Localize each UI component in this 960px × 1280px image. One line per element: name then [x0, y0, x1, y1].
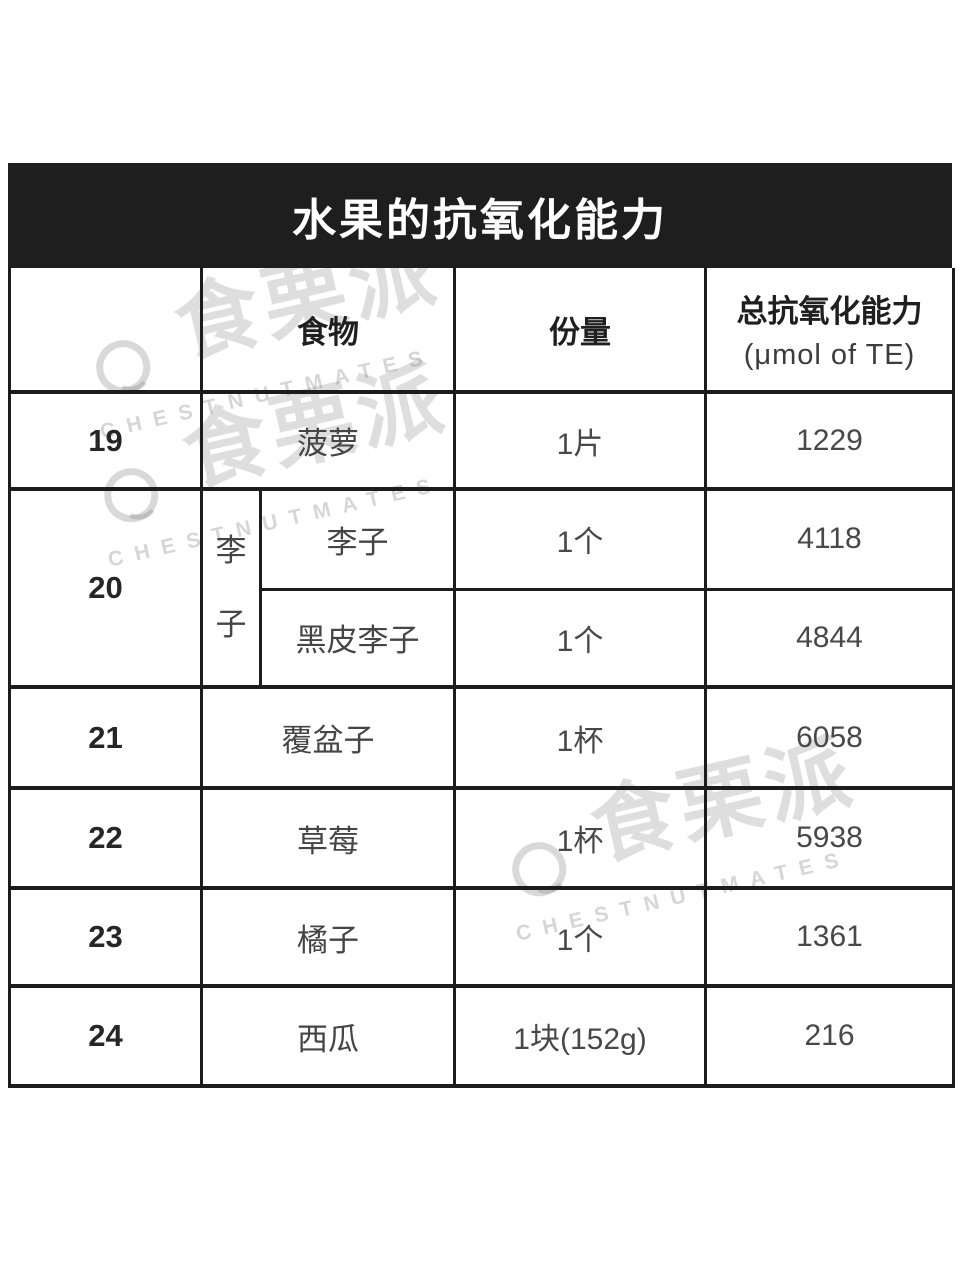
food-group-label: 李子: [215, 532, 247, 642]
table-row: 24 西瓜 1块(152g) 216: [8, 984, 955, 1088]
value-cell: 5938: [704, 786, 955, 890]
row-number: 23: [8, 886, 203, 988]
antioxidant-table: 食物 份量 总抗氧化能力 (μmol of TE) 19 菠萝 1片 1229 …: [8, 268, 955, 1088]
header-capacity-unit: (μmol of TE): [743, 339, 916, 371]
header-row: 食物 份量 总抗氧化能力 (μmol of TE): [8, 268, 955, 394]
food-cell: 覆盆子: [200, 685, 456, 790]
table-row: 22 草莓 1杯 5938: [8, 786, 955, 890]
page-title: 水果的抗氧化能力: [292, 195, 668, 245]
food-cell: 西瓜: [200, 984, 456, 1088]
food-cell: 李子: [259, 487, 456, 591]
portion-cell: 1块(152g): [453, 984, 707, 1088]
table-title-bar: 水果的抗氧化能力: [8, 163, 952, 268]
value-cell: 4118: [704, 487, 955, 591]
portion-cell: 1杯: [453, 685, 707, 790]
value-cell: 6058: [704, 685, 955, 790]
food-cell: 黑皮李子: [259, 588, 456, 689]
portion-cell: 1个: [453, 886, 707, 988]
row-number: 20: [8, 487, 203, 689]
table-row: 19 菠萝 1片 1229: [8, 390, 955, 491]
header-capacity-cell: 总抗氧化能力 (μmol of TE): [704, 268, 955, 394]
header-food-cell: 食物: [200, 268, 456, 394]
value-cell: 216: [704, 984, 955, 1088]
header-capacity-label: 总抗氧化能力: [736, 294, 923, 329]
value-cell: 1361: [704, 886, 955, 988]
food-cell: 菠萝: [200, 390, 456, 491]
food-cell: 橘子: [200, 886, 456, 988]
table-row: 20 李子 李子 1个 4118: [8, 487, 955, 689]
portion-cell: 1杯: [453, 786, 707, 890]
antioxidant-table-card: 水果的抗氧化能力 食物 份量 总抗氧化能力 (μmol of TE) 19 菠萝…: [8, 163, 955, 1088]
value-cell: 1229: [704, 390, 955, 491]
food-group-cell: 李子: [200, 487, 262, 689]
header-portion-cell: 份量: [453, 268, 707, 394]
portion-cell: 1个: [453, 487, 707, 591]
row-number: 21: [8, 685, 203, 790]
food-cell: 草莓: [200, 786, 456, 890]
row-number: 19: [8, 390, 203, 491]
row-number: 24: [8, 984, 203, 1088]
portion-cell: 1个: [453, 588, 707, 689]
table-row: 23 橘子 1个 1361: [8, 886, 955, 988]
row-number: 22: [8, 786, 203, 890]
table-subrow: 黑皮李子 1个 4844: [10, 588, 955, 689]
value-cell: 4844: [704, 588, 955, 689]
table-row: 21 覆盆子 1杯 6058: [8, 685, 955, 790]
header-index-cell: [8, 268, 203, 394]
portion-cell: 1片: [453, 390, 707, 491]
